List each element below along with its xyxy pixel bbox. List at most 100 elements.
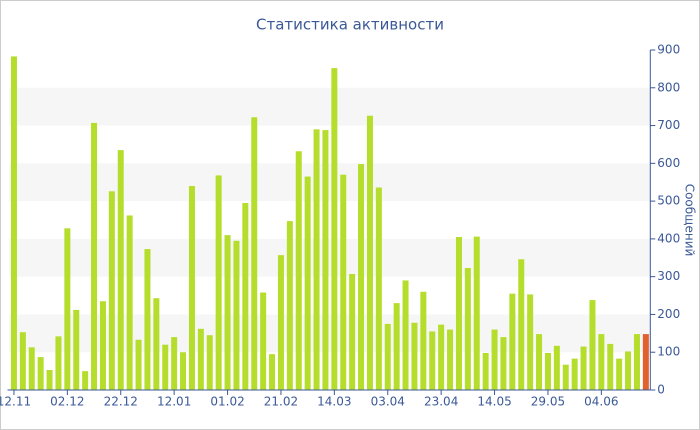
bar	[99, 301, 106, 390]
bar	[269, 354, 276, 390]
bar	[82, 371, 89, 390]
grid-band	[9, 238, 651, 277]
x-tick-label: 03.04	[371, 395, 405, 409]
bar	[126, 215, 133, 390]
bar	[633, 334, 640, 390]
y-tick-label: 500	[657, 194, 680, 208]
bar	[589, 300, 596, 390]
bar	[447, 329, 454, 390]
bar	[304, 176, 311, 390]
bar	[171, 337, 178, 390]
bar	[464, 267, 471, 390]
bar	[553, 345, 560, 390]
bar	[19, 332, 26, 390]
bar	[420, 291, 427, 390]
bar	[153, 298, 160, 390]
bar	[536, 334, 543, 390]
y-tick-label: 0	[657, 383, 665, 397]
bar	[260, 292, 267, 390]
x-tick-label: 04.06	[584, 395, 618, 409]
bar	[402, 280, 409, 390]
bar	[224, 235, 231, 390]
bar	[366, 115, 373, 390]
bar	[527, 294, 534, 390]
bar	[162, 344, 169, 390]
bar	[340, 174, 347, 390]
x-tick-label: 29.05	[531, 395, 565, 409]
bar	[491, 329, 498, 390]
bar	[562, 364, 569, 390]
bar	[331, 68, 338, 390]
bar	[482, 352, 489, 390]
bar	[625, 351, 632, 390]
y-tick-label: 800	[657, 80, 680, 94]
bar	[28, 347, 35, 390]
bar	[188, 186, 195, 390]
bar	[393, 303, 400, 390]
bar	[544, 352, 551, 390]
y-tick-label: 400	[657, 231, 680, 245]
bar	[411, 322, 418, 390]
bar	[322, 130, 329, 391]
bar	[73, 309, 80, 390]
bar	[37, 357, 44, 390]
bar	[197, 328, 204, 390]
bar	[215, 175, 222, 390]
bar	[429, 331, 436, 390]
bar	[46, 369, 53, 390]
x-tick-label: 21.02	[264, 395, 298, 409]
bar	[108, 191, 115, 390]
y-tick-label: 600	[657, 156, 680, 170]
bar	[642, 334, 649, 390]
bar	[206, 335, 213, 390]
grid-band	[9, 87, 651, 126]
bar	[607, 343, 614, 390]
x-tick-label: 14.03	[317, 395, 351, 409]
bar	[286, 221, 293, 390]
x-tick-label: 12.01	[157, 395, 191, 409]
bar	[616, 358, 623, 390]
bar	[242, 203, 249, 390]
bar	[580, 346, 587, 390]
x-tick-label: 23.04	[424, 395, 458, 409]
bar	[277, 255, 284, 390]
bar	[64, 228, 71, 390]
bar	[233, 240, 240, 390]
chart-title: Статистика активности	[256, 16, 444, 34]
y-tick-label: 300	[657, 269, 680, 283]
y-tick-label: 700	[657, 118, 680, 132]
grid-band	[9, 314, 651, 353]
bar	[438, 324, 445, 390]
bar	[375, 187, 382, 390]
bar	[509, 293, 516, 390]
bar	[295, 151, 302, 390]
bar	[349, 274, 356, 390]
bar	[358, 164, 365, 390]
bar	[91, 122, 98, 391]
x-tick-label: 22.12	[104, 395, 138, 409]
y-axis-label: Сообщений	[683, 184, 697, 257]
bar	[455, 237, 462, 390]
bar	[571, 358, 578, 390]
bar	[135, 339, 142, 390]
y-tick-label: 100	[657, 345, 680, 359]
bar	[180, 352, 187, 390]
bar	[10, 56, 17, 391]
grid-band	[9, 163, 651, 202]
bar	[144, 249, 151, 390]
y-tick-label: 200	[657, 307, 680, 321]
x-tick-label: 01.02	[210, 395, 244, 409]
x-tick-label: 12.11	[0, 395, 31, 409]
y-tick-label: 900	[657, 43, 680, 57]
bar	[500, 337, 507, 390]
bar	[55, 336, 62, 390]
x-tick-label: 02.12	[50, 395, 84, 409]
bar	[251, 117, 258, 390]
bar	[384, 323, 391, 390]
bar	[598, 334, 605, 390]
bar	[313, 129, 320, 391]
bar	[473, 236, 480, 390]
x-tick-label: 14.05	[477, 395, 511, 409]
bar	[117, 150, 124, 390]
